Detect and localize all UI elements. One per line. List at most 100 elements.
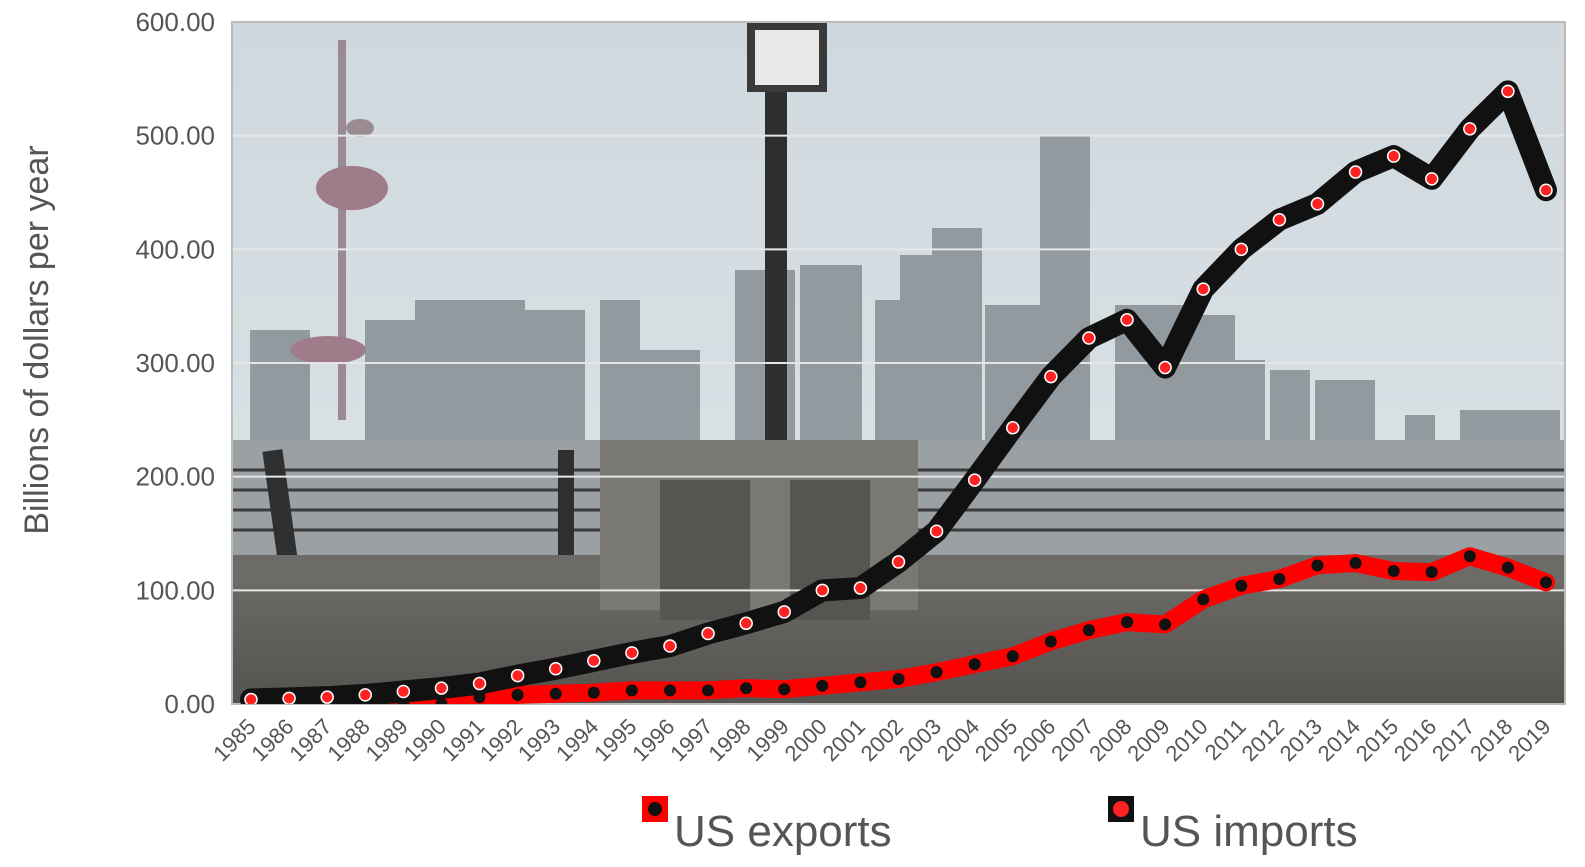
data-point [701,626,715,641]
data-point [1044,369,1058,384]
x-tick-label: 1994 [551,714,603,766]
y-tick-label: 300.00 [135,348,215,378]
plot-frame [231,21,1566,705]
y-tick-label: 400.00 [135,234,215,264]
data-point [1006,650,1019,663]
y-axis-label: Billions of dollars per year [18,145,56,534]
data-point [663,684,676,697]
data-point [587,654,601,668]
series-layer [240,80,1557,704]
data-point [1387,565,1400,578]
y-axis-ticks: 0.00 100.00 200.00 300.00 400.00 500.00 600.00 [135,7,215,719]
data-point [1197,593,1210,606]
y-tick-label: 500.00 [135,121,215,151]
data-point [244,692,258,704]
x-tick-label: 2018 [1465,714,1517,766]
x-axis-ticks: 1985198619871988198919901991199219931994… [208,714,1555,766]
data-point [853,581,868,595]
data-point [1349,557,1362,570]
data-point [1234,242,1249,257]
x-tick-label: 1993 [513,714,565,766]
data-point [1082,331,1096,345]
data-point [396,684,411,699]
x-tick-label: 1999 [741,714,793,766]
data-point [434,681,449,695]
data-point [1082,624,1095,637]
x-tick-label: 2014 [1313,714,1365,766]
data-point [663,639,677,653]
data-point [625,646,639,660]
x-tick-label: 2019 [1503,714,1555,766]
x-tick-label: 2013 [1275,714,1327,766]
y-tick-label: 100.00 [135,575,215,605]
x-tick-label: 2017 [1427,714,1479,766]
x-tick-label: 1997 [665,714,717,766]
legend: US exports US imports [642,796,1358,856]
data-point [1158,360,1172,375]
x-tick-label: 2004 [932,714,984,766]
x-tick-label: 2012 [1237,714,1289,766]
data-point [1539,183,1553,197]
data-point [854,676,867,689]
data-point [815,583,830,598]
x-tick-label: 2016 [1389,714,1441,766]
data-point [1501,84,1515,99]
data-point [358,688,373,702]
data-point [510,668,525,683]
x-tick-label: 1995 [589,714,641,766]
x-tick-label: 2010 [1160,714,1212,766]
data-point [1235,579,1248,592]
data-point [320,690,334,704]
x-tick-label: 2000 [780,714,832,766]
x-tick-label: 2001 [818,714,870,766]
series-exports [242,547,1555,704]
x-tick-label: 1986 [246,714,298,766]
legend-label-exports: US exports [674,807,892,856]
data-point [282,691,296,704]
data-point [1386,149,1401,163]
data-point [777,605,791,619]
data-point [1044,635,1057,648]
data-point [778,683,791,696]
data-point [702,684,715,697]
data-point [929,524,944,538]
x-tick-label: 1992 [475,714,527,766]
x-tick-label: 2007 [1046,714,1098,766]
data-point [891,555,906,569]
x-tick-label: 2003 [894,714,946,766]
data-point [1424,172,1439,186]
data-point [1311,559,1324,572]
data-point [435,698,448,704]
data-point [816,679,829,692]
data-point [1425,566,1438,579]
data-point [1006,421,1020,435]
x-tick-label: 1989 [361,714,413,766]
data-point [625,684,638,697]
x-tick-label: 1991 [437,714,489,766]
data-point [968,658,981,671]
x-tick-label: 2005 [970,714,1022,766]
data-point [1272,213,1287,227]
legend-item-imports: US imports [1108,796,1358,856]
x-tick-label: 2015 [1351,714,1403,766]
data-point [548,662,563,676]
x-tick-label: 1990 [399,714,451,766]
data-point [1159,618,1172,631]
data-point [1348,165,1363,179]
x-tick-label: 1985 [208,714,260,766]
x-tick-label: 1988 [323,714,375,766]
data-point [1501,561,1514,574]
x-tick-label: 2002 [856,714,908,766]
data-point [587,686,600,699]
data-point [1463,122,1477,136]
data-point [1310,197,1325,211]
x-tick-label: 2009 [1122,714,1174,766]
data-point [511,688,524,701]
data-point [549,687,562,700]
x-tick-label: 2008 [1084,714,1136,766]
legend-item-exports: US exports [642,796,892,856]
x-tick-label: 1987 [284,714,336,766]
data-point [1273,572,1286,585]
data-point [1463,550,1476,563]
